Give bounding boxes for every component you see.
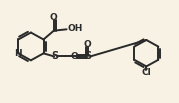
Text: OH: OH bbox=[67, 25, 83, 33]
Text: O: O bbox=[70, 52, 78, 61]
Text: O: O bbox=[83, 40, 91, 49]
Text: N: N bbox=[14, 49, 22, 58]
Text: S: S bbox=[51, 51, 58, 61]
Text: O: O bbox=[50, 13, 58, 22]
Text: S: S bbox=[84, 51, 91, 61]
Text: Cl: Cl bbox=[141, 68, 151, 77]
